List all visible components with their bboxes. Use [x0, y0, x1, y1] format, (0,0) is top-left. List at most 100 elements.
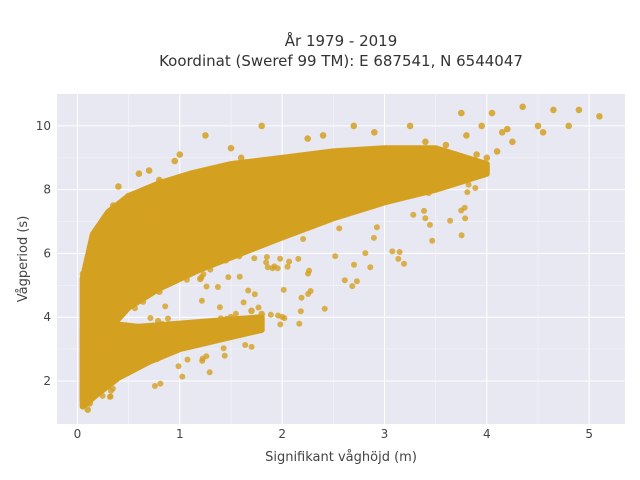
scatter-point: [422, 215, 429, 222]
scatter-point: [478, 122, 486, 130]
scatter-point: [80, 364, 87, 371]
scatter-point: [176, 151, 184, 158]
scatter-point: [115, 358, 122, 366]
scatter-point: [162, 339, 169, 346]
scatter-point: [80, 393, 87, 400]
scatter-point: [90, 331, 97, 338]
scatter-point: [175, 363, 182, 370]
scatter-point: [206, 369, 213, 376]
scatter-point: [444, 159, 451, 166]
scatter-point: [418, 175, 425, 181]
scatter-point: [378, 178, 384, 185]
scatter-point: [225, 274, 232, 281]
scatter-point: [350, 122, 358, 130]
scatter-point: [255, 304, 262, 311]
scatter-point: [208, 338, 215, 344]
scatter-point: [488, 109, 496, 117]
scatter-point: [81, 331, 88, 338]
scatter-point: [136, 215, 142, 222]
scatter-point: [250, 193, 257, 200]
scatter-point: [174, 198, 181, 205]
scatter-point: [258, 240, 266, 248]
scatter-point: [493, 148, 501, 155]
scatter-point: [332, 253, 339, 260]
scatter-point: [194, 234, 201, 241]
scatter-point: [295, 255, 302, 262]
scatter-point: [274, 265, 281, 272]
scatter-point: [426, 221, 433, 228]
scatter-point: [307, 288, 314, 294]
scatter-point: [198, 297, 205, 304]
scatter-point: [108, 265, 115, 272]
scatter-point: [84, 348, 91, 355]
scatter-point: [198, 205, 205, 212]
scatter-point: [97, 275, 104, 282]
scatter-point: [99, 286, 106, 293]
scatter-point: [88, 265, 95, 272]
scatter-point: [162, 261, 169, 268]
scatter-point: [429, 237, 436, 244]
scatter-point: [458, 232, 465, 239]
scatter-point: [519, 103, 526, 111]
scatter-point: [236, 173, 243, 179]
scatter-point: [130, 347, 137, 354]
scatter-point: [422, 138, 429, 146]
scatter-point: [462, 215, 469, 222]
scatter-point: [319, 132, 327, 139]
scatter-point: [190, 331, 197, 338]
scatter-point: [179, 373, 186, 380]
scatter-point: [421, 207, 427, 214]
scatter-point: [81, 317, 88, 324]
scatter-point: [100, 360, 107, 367]
scatter-point: [251, 255, 258, 262]
scatter-point: [237, 154, 245, 162]
scatter-point: [162, 303, 169, 310]
scatter-point: [240, 193, 247, 200]
scatter-point: [89, 386, 96, 393]
y-tick-label: 6: [43, 246, 51, 260]
scatter-point: [483, 154, 491, 162]
scatter-point: [139, 324, 145, 331]
scatter-point: [464, 189, 471, 196]
scatter-point: [258, 310, 266, 318]
scatter-point: [389, 248, 396, 255]
scatter-point: [116, 303, 123, 310]
scatter-point: [141, 243, 148, 250]
scatter-point: [108, 234, 115, 241]
scatter-point: [156, 333, 163, 340]
y-tick-label: 2: [43, 374, 51, 388]
scatter-point: [80, 356, 87, 363]
scatter-point: [380, 195, 387, 202]
scatter-point: [300, 236, 307, 242]
scatter-point: [94, 250, 102, 257]
scatter-point: [353, 278, 360, 285]
scatter-point: [322, 197, 329, 204]
scatter-point: [350, 197, 357, 204]
scatter-point: [84, 406, 91, 414]
scatter-point: [198, 274, 205, 281]
scatter-point: [156, 176, 163, 184]
scatter-point: [298, 294, 305, 301]
scatter-point: [147, 315, 154, 321]
scatter-point: [465, 181, 472, 188]
scatter-point: [99, 392, 106, 399]
scatter-point: [124, 281, 131, 288]
scatter-point: [182, 322, 189, 329]
scatter-point: [406, 122, 414, 130]
scatter-point: [128, 298, 135, 305]
scatter-point: [565, 122, 572, 130]
scatter-point: [125, 192, 132, 200]
scatter-point: [473, 151, 480, 158]
scatter-point: [127, 263, 134, 269]
y-tick-label: 8: [43, 183, 51, 197]
scatter-point: [248, 343, 255, 350]
scatter-point: [236, 253, 243, 260]
scatter-point: [131, 305, 138, 312]
chart-title-line-2: Koordinat (Sweref 99 TM): E 687541, N 65…: [159, 52, 523, 70]
scatter-point: [469, 160, 476, 167]
scatter-point: [425, 190, 432, 197]
scatter-point: [127, 234, 134, 241]
scatter-point: [86, 400, 93, 407]
scatter-point: [275, 312, 282, 319]
scatter-point: [216, 304, 223, 311]
